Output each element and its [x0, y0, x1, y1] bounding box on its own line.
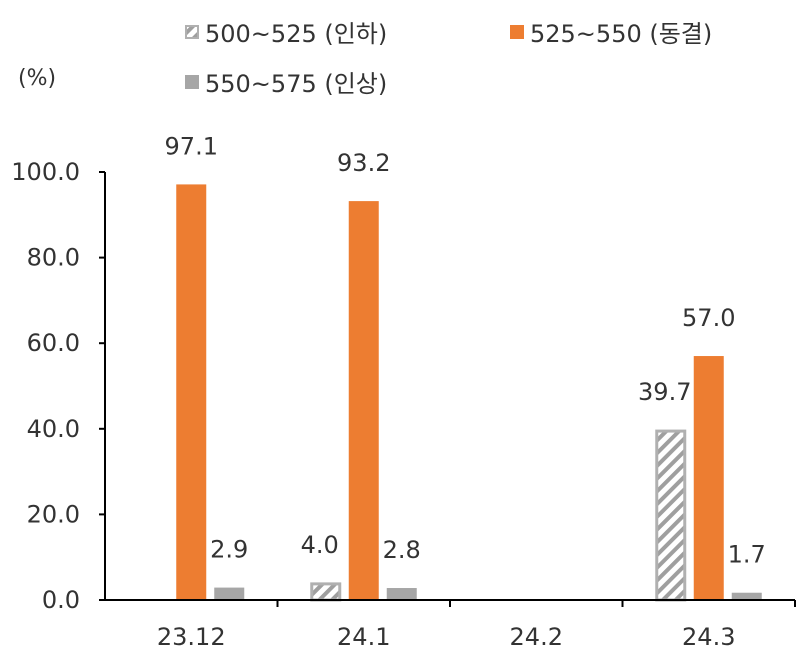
bar	[310, 582, 342, 602]
y-tick-label: 40.0	[27, 415, 80, 443]
y-axis-ticks: 0.0 20.0 40.0 60.0 80.0 100.0	[11, 158, 105, 614]
data-label: 2.9	[210, 536, 248, 564]
bar	[176, 184, 207, 601]
data-label: 93.2	[337, 149, 390, 177]
data-label: 97.1	[165, 132, 218, 160]
y-tick-label: 20.0	[27, 500, 80, 528]
x-tick-label: 23.12	[157, 623, 226, 651]
legend-item: 550~575 (인상)	[185, 70, 387, 98]
x-tick-label: 24.3	[682, 623, 735, 651]
legend-item: 500~525 (인하)	[185, 20, 387, 48]
legend-label: 525~550 (동결)	[530, 20, 712, 48]
y-tick-label: 60.0	[27, 329, 80, 357]
legend: 500~525 (인하) 525~550 (동결) 550~575 (인상)	[185, 20, 712, 98]
bar	[214, 587, 245, 600]
legend-swatch	[185, 75, 199, 89]
bar	[693, 356, 724, 600]
y-axis-label: (%)	[18, 66, 56, 91]
x-tick-label: 24.2	[510, 623, 563, 651]
x-tick-label: 24.1	[337, 623, 390, 651]
legend-swatch	[185, 25, 199, 39]
legend-swatch	[510, 25, 524, 39]
bars	[176, 184, 762, 602]
bar	[655, 429, 687, 602]
y-tick-label: 80.0	[27, 244, 80, 272]
data-label: 57.0	[682, 304, 735, 332]
legend-item: 525~550 (동결)	[510, 20, 712, 48]
data-label: 2.8	[383, 536, 421, 564]
data-label: 1.7	[728, 541, 766, 569]
bar	[386, 588, 417, 600]
data-labels: 4.0 39.7 97.1 93.2 57.0 2.9 2.8 1.7	[165, 132, 766, 568]
axes	[104, 172, 796, 607]
legend-label: 550~575 (인상)	[205, 70, 387, 98]
y-tick-label: 0.0	[42, 586, 80, 614]
bar	[348, 201, 379, 600]
x-axis-ticks: 23.12 24.1 24.2 24.3	[157, 623, 736, 651]
bar	[731, 592, 762, 600]
data-label: 39.7	[638, 378, 691, 406]
legend-label: 500~525 (인하)	[205, 20, 387, 48]
data-label: 4.0	[301, 531, 339, 559]
y-tick-label: 100.0	[11, 158, 80, 186]
